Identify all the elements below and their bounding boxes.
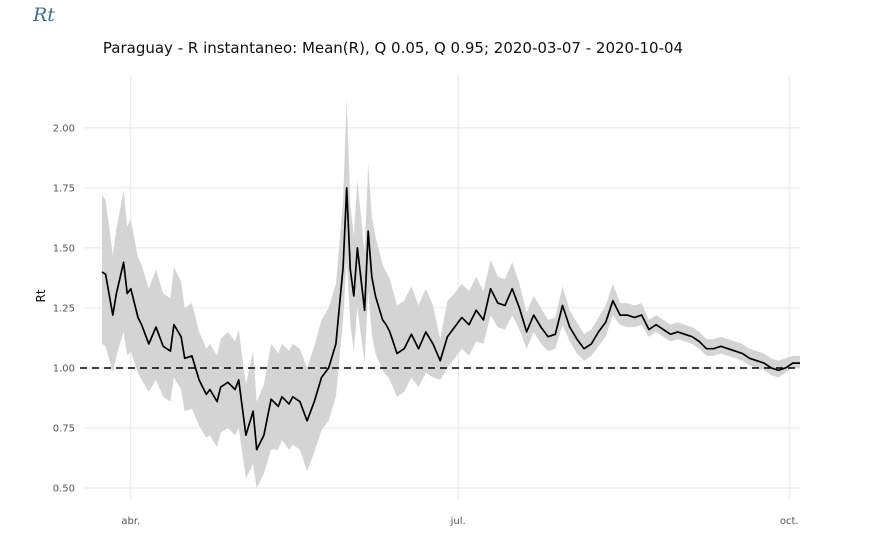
confidence-band-layer xyxy=(102,99,800,488)
mean-r-line xyxy=(101,187,800,451)
y-tick-label: 1.50 xyxy=(53,243,75,254)
x-tick-label: abr. xyxy=(121,516,140,527)
grid-layer xyxy=(84,75,800,500)
y-tick-label: 0.50 xyxy=(53,483,75,494)
x-tick-label: jul. xyxy=(450,516,466,527)
quantile-band xyxy=(102,99,800,488)
axis-label-layer: 0.50 0.75 1.00 1.25 1.50 1.75 2.00 abr. jul. oct. xyxy=(53,123,799,527)
y-tick-label: 0.75 xyxy=(53,423,75,434)
y-tick-label: 1.25 xyxy=(53,303,75,314)
mean-line-layer xyxy=(101,187,800,451)
y-axis-label: Rt xyxy=(34,289,48,302)
y-tick-label: 2.00 xyxy=(53,123,75,134)
chart-title: Paraguay - R instantaneo: Mean(R), Q 0.0… xyxy=(103,39,683,57)
x-tick-label: oct. xyxy=(780,516,799,527)
y-tick-label: 1.75 xyxy=(53,183,75,194)
app-title: Rt xyxy=(33,4,55,26)
y-tick-label: 1.00 xyxy=(53,363,75,374)
